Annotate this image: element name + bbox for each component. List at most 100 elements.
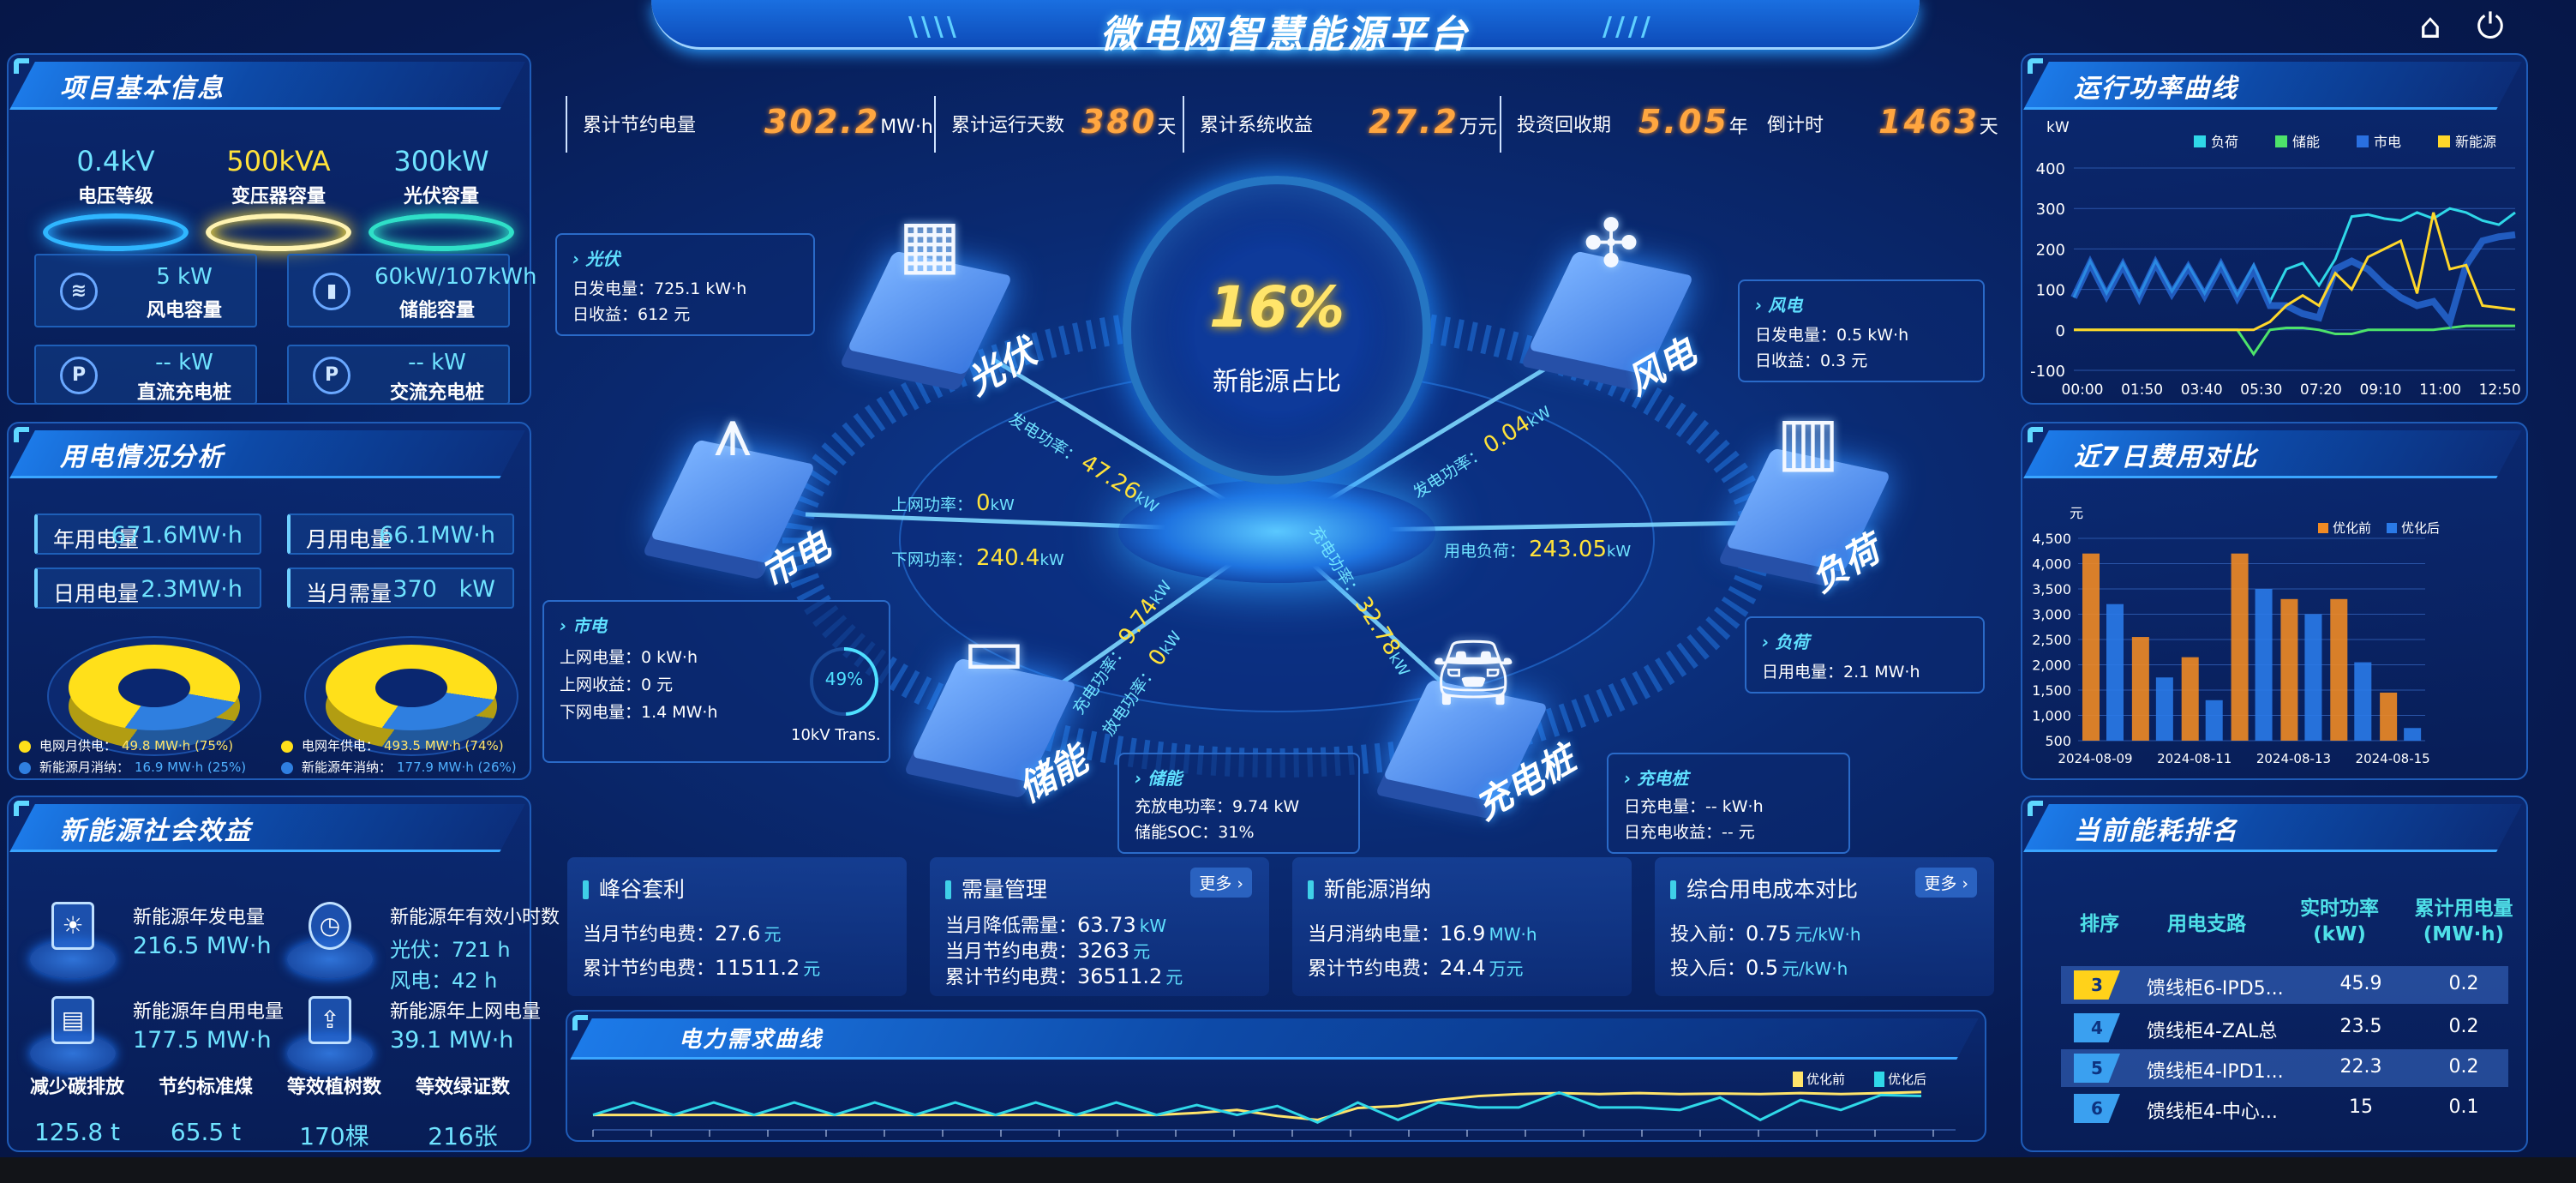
cost-compare-panel: 近7日费用对比 元 4,500 4,000 3,500 3,000 2,500 2,000 1… [2021, 422, 2528, 780]
node-wind[interactable]: ✣ [1525, 206, 1697, 375]
cell-value: -- kW [155, 350, 213, 375]
corner-mark-icon [14, 427, 29, 442]
x-tick-label: 12:50 [2479, 381, 2521, 399]
demand-chart: 优化前 优化后 [592, 1072, 1956, 1137]
ring-icon [206, 213, 351, 251]
x-tick-label: 2024-08-11 [2157, 751, 2232, 766]
wind-icon: ≋ [60, 273, 98, 310]
building-icon: ▥ [1776, 403, 1840, 480]
flow-label: 下网功率： [891, 550, 973, 569]
y-tick-label: 100 [2036, 282, 2065, 300]
clock-icon: ◷ [309, 902, 351, 950]
cost-bar-chart: 元 4,500 4,000 3,500 3,000 2,500 2,000 1,500 1,00… [2032, 505, 2440, 766]
panel-header: 近7日费用对比 [2022, 423, 2526, 482]
more-button[interactable]: 更多 › [1190, 868, 1252, 898]
benefit-label: 新能源年有效小时数 [390, 907, 560, 928]
flow-value: 0 [976, 490, 991, 516]
flow-value: 240.4 [976, 545, 1040, 571]
benefit-value: 风电：42 h [390, 969, 498, 993]
voltage-value: 0.4kV [76, 145, 155, 177]
stat-value: 380 [1081, 103, 1158, 141]
renewable-ratio-gauge [1123, 176, 1431, 484]
node-pv[interactable]: ▦ [844, 206, 1015, 375]
coal-saving: 节约标准煤 65.5 t [141, 1072, 270, 1146]
stat-value: 2.3MW·h [141, 576, 243, 603]
box-title: › 市电 [560, 616, 608, 636]
stat-value: 66.1MW·h [379, 522, 495, 549]
node-load[interactable]: ▥ [1722, 403, 1894, 573]
demand-management-card: 需量管理 更多 › 当月降低需量：63.73 kW 当月节约电费：3263 元 累计节… [930, 857, 1269, 996]
panel-title: 当前能耗排名 [2074, 816, 2238, 846]
annual-usage: 年用电量 671.6MW·h [34, 513, 261, 555]
charger-icon: P [60, 357, 98, 394]
car-charger-icon: 🚘︎ [1431, 634, 1517, 712]
bar-2024-08-10-0 [2131, 637, 2149, 741]
column-header-power: 实时功率 (kW) [2300, 898, 2379, 946]
rank-badge: 3 [2074, 970, 2120, 1000]
power-icon[interactable]: ⏻ [2477, 7, 2504, 46]
table-row[interactable]: 3 馈线柜6-IPD5... 45.9 0.2 [2061, 966, 2508, 1004]
stat-label: 月用电量 [306, 527, 392, 552]
stat-value: 302.2 [764, 103, 881, 141]
table-row[interactable]: 4 馈线柜4-ZAL总 23.5 0.2 [2061, 1009, 2508, 1047]
panel-header: 电力需求曲线 [567, 1012, 1985, 1063]
ring-icon [43, 213, 189, 251]
corner-mark-icon [2028, 427, 2043, 442]
legend-swatch [2387, 523, 2397, 533]
stat-value: 27.2 [1369, 103, 1459, 141]
pv-info-box: › 光伏 日发电量：725.1 kW·h 日收益：612 元 [555, 233, 815, 336]
panel-title: 新能源社会效益 [60, 816, 252, 846]
solar-panel-icon: ☀ [51, 902, 94, 950]
legend-label: 新能源年消纳： [302, 760, 392, 775]
benefit-label: 新能源年自用电量 [133, 1001, 285, 1023]
monthly-demand: 当月需量 370 kW [287, 567, 514, 609]
wind-turbine-icon: ✣ [1583, 206, 1639, 283]
battery-icon: ▤ [51, 996, 94, 1044]
flow-label: 用电负荷： [1444, 542, 1526, 561]
y-tick-label: -100 [2030, 363, 2065, 381]
pv-capacity-value: 300kW [393, 145, 489, 177]
power-value: 45.9 [2339, 973, 2382, 994]
legend-label: 负荷 [2211, 134, 2238, 150]
column-header-rank: 排序 [2080, 913, 2119, 935]
page-title: 微电网智慧能源平台 [1100, 13, 1471, 57]
branch-name: 馈线柜4-ZAL总 [2147, 1021, 2278, 1042]
transformer-value: 500kVA [226, 145, 331, 177]
flow-load: 用电负荷： 243.05kW [1444, 537, 1631, 562]
box-row: 上网收益：0 元 [560, 676, 674, 694]
legend-swatch [2438, 135, 2450, 147]
renewable-ratio-label: 新能源占比 [1213, 367, 1341, 397]
column-header-energy: 累计用电量 (MW·h) [2414, 898, 2513, 946]
series-line-1 [592, 1090, 1922, 1124]
node-storage[interactable]: ▭ [908, 613, 1080, 783]
legend-value: 493.5 MW·h (74%) [384, 738, 504, 754]
series-line-3 [2074, 212, 2516, 332]
panel-title: 项目基本信息 [60, 74, 225, 104]
charger-icon: P [313, 357, 350, 394]
y-axis-unit: kW [2046, 119, 2070, 136]
bar-2024-08-15-1 [2404, 728, 2422, 741]
ac-charger-cell: P -- kW 交流充电桩 [287, 345, 510, 405]
node-grid[interactable]: ⩚ [647, 394, 818, 564]
cell-label: 直流充电桩 [136, 382, 231, 404]
node-charger[interactable]: 🚘︎ [1380, 634, 1551, 804]
charger-info-box: › 充电桩 日充电量：-- kW·h 日充电收益：-- 元 [1607, 753, 1850, 854]
box-row: 日充电量：-- kW·h [1624, 797, 1764, 816]
benefit-value: 177.5 MW·h [133, 1027, 272, 1054]
corner-mark-icon [572, 1015, 588, 1030]
stat-payback: 投资回收期 5.05年 倒计时 1463天 [1500, 96, 1998, 153]
more-button[interactable]: 更多 › [1915, 868, 1977, 898]
card-row: 累计节约电费：11511.2 元 [583, 956, 821, 980]
benefit-label: 节约标准煤 [158, 1077, 253, 1098]
table-row[interactable]: 6 馈线柜4-中心... 15 0.1 [2061, 1090, 2508, 1127]
annual-donut-chart [304, 636, 518, 773]
panel-title: 电力需求曲线 [679, 1027, 824, 1053]
bar-2024-08-09-0 [2082, 553, 2100, 741]
wind-info-box: › 风电 日发电量：0.5 kW·h 日收益：0.3 元 [1738, 279, 1985, 382]
table-row[interactable]: 5 馈线柜4-IPD1... 22.3 0.2 [2061, 1049, 2508, 1087]
cost-comparison-card: 综合用电成本对比 更多 › 投入前：0.75 元/kW·h 投入后：0.5 元/kW·… [1655, 857, 1994, 996]
carbon-reduction: 减少碳排放 125.8 t [13, 1072, 141, 1146]
home-icon[interactable]: ⌂ [2419, 7, 2441, 46]
pv-capacity: 300kW 光伏容量 [368, 145, 514, 256]
